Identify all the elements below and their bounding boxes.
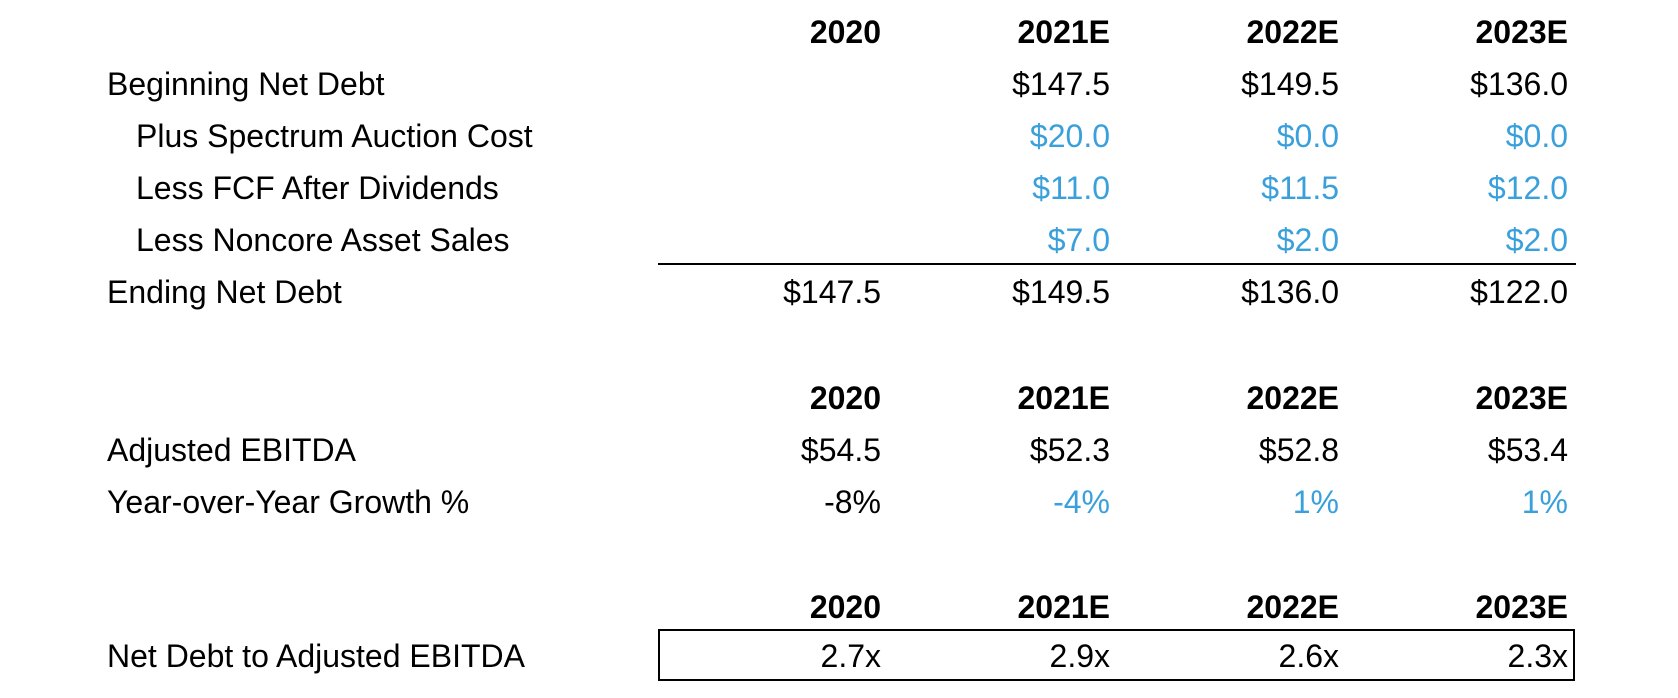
leverage-highlight-box [658,629,1575,681]
year-header: 2020 [809,380,881,416]
net-debt-to-ebitda-row: Net Debt to Adjusted EBITDA 2.7x 2.9x 2.… [0,630,1678,682]
year-header: 2021E [1017,380,1110,416]
multiple-cell: 2.6x [1278,638,1339,674]
beginning-net-debt-row: Beginning Net Debt $147.5 $149.5 $136.0 [0,58,1678,110]
spectrum-auction-cost-row: Plus Spectrum Auction Cost $20.0 $0.0 $0… [0,110,1678,162]
value-cell: $147.5 [1012,66,1110,102]
year-header: 2023E [1475,14,1568,50]
value-cell: $52.8 [1258,432,1339,468]
year-header: 2020 [809,589,881,625]
yoy-growth-row: Year-over-Year Growth % -8% -4% 1% 1% [0,476,1678,528]
input-value-cell: $11.0 [1032,170,1110,206]
value-cell: $149.5 [1012,274,1110,310]
fcf-after-dividends-row: Less FCF After Dividends $11.0 $11.5 $12… [0,162,1678,214]
year-header: 2020 [809,14,881,50]
row-label: Adjusted EBITDA [107,432,356,468]
multiple-cell: 2.7x [820,638,881,674]
ending-net-debt-row: Ending Net Debt $147.5 $149.5 $136.0 $12… [0,266,1678,318]
row-label: Ending Net Debt [107,274,342,310]
input-value-cell: 1% [1292,484,1339,520]
leverage-header-row: 2020 2021E 2022E 2023E [0,581,1678,633]
noncore-asset-sales-row: Less Noncore Asset Sales $7.0 $2.0 $2.0 [0,214,1678,266]
year-header: 2022E [1246,14,1339,50]
value-cell: $136.0 [1470,66,1568,102]
input-value-cell: $7.0 [1047,222,1110,258]
row-label: Less Noncore Asset Sales [136,222,510,258]
year-header: 2022E [1246,589,1339,625]
net-debt-header-row: 2020 2021E 2022E 2023E [0,6,1678,58]
input-value-cell: $0.0 [1505,118,1568,154]
multiple-cell: 2.3x [1507,638,1568,674]
row-label: Net Debt to Adjusted EBITDA [107,638,525,674]
input-value-cell: $11.5 [1261,170,1339,206]
year-header: 2022E [1246,380,1339,416]
input-value-cell: 1% [1521,484,1568,520]
value-cell: -8% [824,484,881,520]
adjusted-ebitda-row: Adjusted EBITDA $54.5 $52.3 $52.8 $53.4 [0,424,1678,476]
year-header: 2023E [1475,380,1568,416]
value-cell: $52.3 [1029,432,1110,468]
subtotal-rule [658,263,1576,265]
multiple-cell: 2.9x [1049,638,1110,674]
row-label: Year-over-Year Growth % [107,484,470,520]
value-cell: $149.5 [1241,66,1339,102]
year-header: 2021E [1017,589,1110,625]
value-cell: $54.5 [800,432,881,468]
ebitda-header-row: 2020 2021E 2022E 2023E [0,372,1678,424]
row-label: Less FCF After Dividends [136,170,499,206]
row-label: Beginning Net Debt [107,66,385,102]
input-value-cell: -4% [1053,484,1110,520]
value-cell: $53.4 [1487,432,1568,468]
input-value-cell: $0.0 [1276,118,1339,154]
input-value-cell: $2.0 [1276,222,1339,258]
input-value-cell: $12.0 [1487,170,1568,206]
year-header: 2023E [1475,589,1568,625]
year-header: 2021E [1017,14,1110,50]
value-cell: $122.0 [1470,274,1568,310]
value-cell: $147.5 [783,274,881,310]
value-cell: $136.0 [1241,274,1339,310]
input-value-cell: $2.0 [1505,222,1568,258]
row-label: Plus Spectrum Auction Cost [136,118,533,154]
input-value-cell: $20.0 [1029,118,1110,154]
